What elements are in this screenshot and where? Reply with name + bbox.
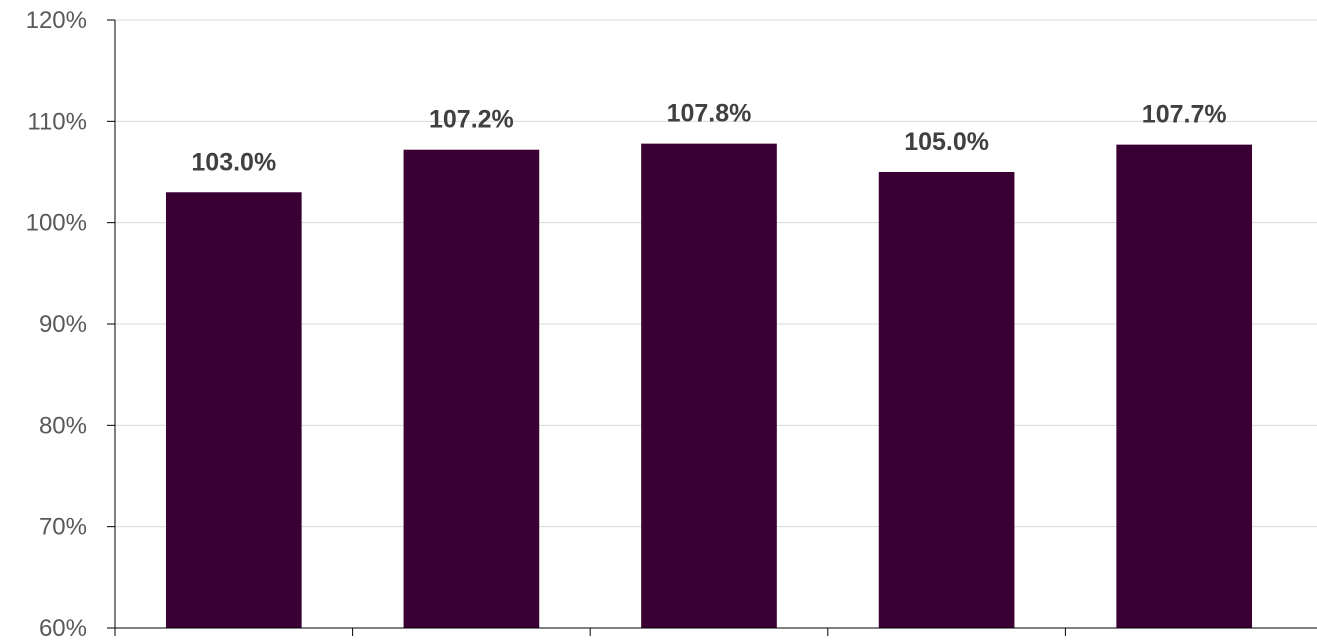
y-tick-label: 110%: [27, 108, 87, 135]
y-tick-labels: 60% 70% 80% 90% 100% 110% 120%: [26, 7, 87, 641]
axes: [107, 19, 1317, 636]
y-tick-label: 100%: [26, 210, 87, 237]
bar-data-label: 103.0%: [191, 148, 276, 176]
bar-data-label: 107.2%: [429, 106, 514, 134]
y-tick-label: 90%: [39, 311, 87, 338]
y-tick-label: 120%: [26, 7, 87, 34]
y-tick-label: 60%: [39, 615, 87, 641]
bar: [641, 143, 777, 629]
bar: [165, 192, 302, 628]
data-labels: 103.0% 107.2% 107.8% 105.0% 107.7%: [191, 100, 1226, 177]
bar-data-label: 105.0%: [904, 128, 989, 156]
bar-data-label: 107.7%: [1142, 101, 1227, 129]
bars: [165, 143, 1253, 629]
y-tick-label: 80%: [39, 412, 87, 439]
bar: [1116, 144, 1253, 628]
bar: [878, 172, 1015, 628]
y-tick-label: 70%: [39, 514, 87, 541]
bar: [403, 149, 540, 628]
bar-data-label: 107.8%: [667, 100, 752, 128]
